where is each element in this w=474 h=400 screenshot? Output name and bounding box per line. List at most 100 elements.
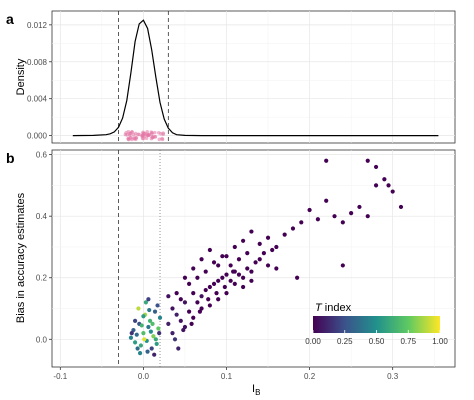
data-point	[141, 133, 145, 137]
scatter-point	[261, 251, 266, 256]
scatter-point	[365, 158, 370, 163]
data-point	[126, 129, 131, 134]
scatter-point	[146, 324, 151, 330]
scatter-point	[232, 244, 237, 250]
scatter-point	[199, 294, 204, 299]
scatter-point	[365, 214, 370, 219]
scatter-point	[191, 291, 196, 296]
scatter-point	[189, 321, 194, 327]
scatter-point	[211, 281, 217, 286]
scatter-point	[207, 247, 212, 253]
data-point	[145, 130, 150, 134]
scatter-point	[241, 238, 246, 243]
scatter-point	[132, 318, 138, 323]
scatter-point	[270, 247, 275, 253]
scatter-point	[274, 266, 279, 271]
x-tick-label: 0.3	[387, 372, 399, 381]
scatter-point	[265, 263, 271, 268]
scatter-point	[182, 275, 188, 280]
panel-a-y-ticks: 0.000 0.004 0.008 0.012	[27, 21, 52, 141]
data-point	[152, 130, 157, 135]
panel-b-frame	[51, 149, 456, 368]
legend-tick-label: 0.75	[400, 337, 416, 346]
scatter-point	[203, 269, 208, 274]
panel-b-xlabel: IB	[252, 383, 260, 397]
panel-b-points	[128, 158, 404, 357]
scatter-point	[241, 284, 246, 290]
scatter-point	[178, 297, 183, 302]
scatter-point	[199, 257, 204, 262]
scatter-point	[206, 297, 211, 302]
legend-tick-label: 0.25	[337, 337, 353, 346]
data-point	[146, 133, 151, 138]
scatter-point	[132, 340, 138, 345]
scatter-point	[134, 332, 139, 337]
panel-b-grid	[52, 150, 455, 367]
scatter-point	[154, 341, 159, 347]
data-point	[128, 136, 132, 140]
data-point	[141, 136, 146, 141]
scatter-point	[373, 183, 379, 188]
scatter-point	[141, 314, 146, 319]
scatter-point	[236, 272, 242, 277]
scatter-point	[176, 346, 181, 351]
scatter-point	[222, 284, 227, 290]
scatter-point	[138, 343, 144, 348]
scatter-point	[257, 241, 262, 246]
scatter-point	[147, 318, 153, 323]
scatter-point	[249, 269, 254, 274]
data-point	[136, 132, 140, 137]
scatter-point	[166, 294, 171, 299]
panel-b-y-ticks: 0.0 0.2 0.4 0.6	[36, 151, 52, 344]
scatter-point	[174, 312, 179, 317]
scatter-point	[232, 281, 237, 286]
scatter-point	[157, 315, 163, 320]
scatter-point	[299, 220, 304, 225]
scatter-point	[245, 251, 250, 256]
scatter-point	[195, 275, 200, 280]
scatter-point	[135, 346, 140, 351]
x-tick-label: 0.0	[138, 372, 150, 381]
scatter-point	[136, 306, 141, 311]
scatter-point	[203, 287, 208, 293]
scatter-point	[143, 300, 148, 305]
legend-colorbar	[313, 316, 440, 333]
scatter-point	[128, 335, 134, 340]
scatter-point	[390, 189, 395, 194]
scatter-point	[241, 275, 246, 280]
scatter-point	[249, 278, 254, 283]
scatter-point	[382, 177, 387, 182]
data-point	[130, 130, 134, 134]
color-legend: T index 0.00 0.25 0.50 0.75 1.00	[305, 302, 448, 346]
scatter-point	[182, 300, 188, 305]
data-point	[156, 130, 161, 135]
panel-b-vlines	[118, 150, 161, 367]
scatter-point	[172, 337, 178, 342]
scatter-point	[228, 278, 233, 283]
scatter-point	[324, 198, 329, 203]
scatter-point	[141, 331, 146, 336]
scatter-point	[195, 300, 200, 305]
y-tick-label: 0.0	[36, 335, 48, 344]
scatter-point	[357, 204, 362, 210]
scatter-point	[207, 303, 212, 308]
scatter-point	[166, 321, 171, 327]
y-tick-label: 0.4	[36, 212, 48, 221]
scatter-point	[295, 275, 300, 280]
y-tick-label: 0.008	[27, 58, 48, 67]
scatter-point	[231, 269, 236, 274]
scatter-point	[216, 263, 221, 268]
scatter-point	[131, 327, 136, 333]
panel-label-b: b	[6, 150, 15, 166]
scatter-point	[265, 235, 271, 240]
scatter-point	[199, 306, 204, 311]
data-point	[131, 132, 136, 137]
scatter-point	[155, 303, 160, 308]
legend-title: T index	[315, 302, 352, 314]
data-point	[144, 136, 149, 141]
y-tick-label: 0.6	[36, 151, 48, 160]
scatter-point	[249, 229, 254, 234]
scatter-point	[224, 272, 229, 277]
scatter-point	[236, 257, 242, 262]
